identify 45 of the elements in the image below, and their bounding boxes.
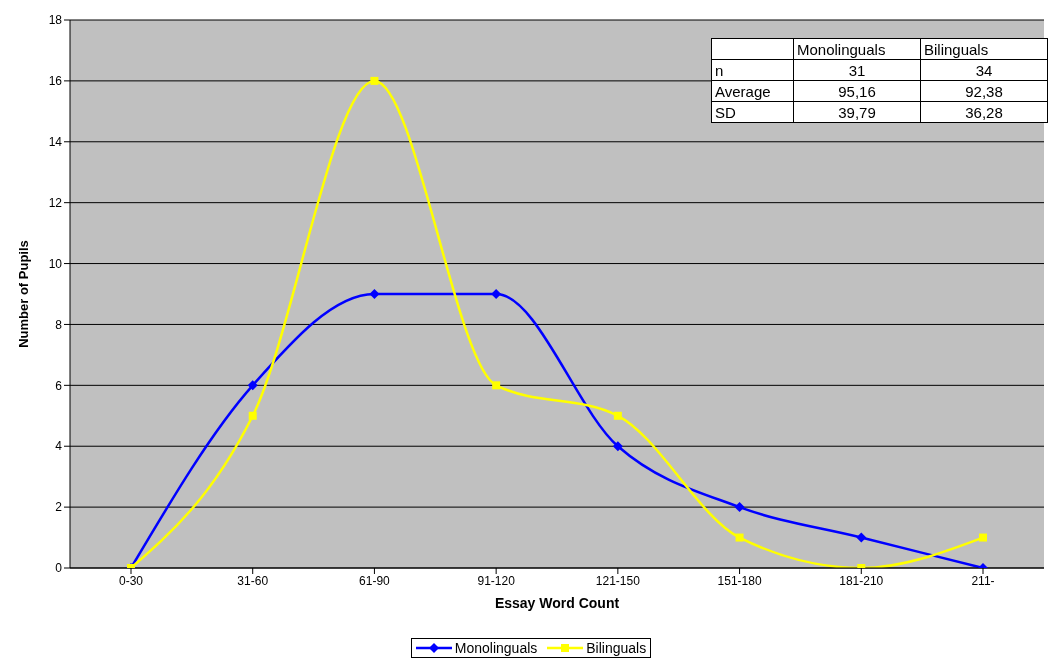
- point: [612, 441, 623, 452]
- annotation: Monolinguals: [793, 38, 921, 60]
- point: [491, 289, 502, 299]
- annotation: 92,38: [920, 80, 1048, 102]
- x-tick-label: 211-: [971, 573, 995, 588]
- y-tick-label: 6: [55, 378, 63, 393]
- x-tick-label: 121-150: [595, 573, 641, 588]
- x-tick-label: 181-210: [839, 573, 884, 588]
- legend-label: Bilinguals: [585, 640, 647, 656]
- annotation: Bilinguals: [920, 38, 1048, 60]
- annotation: 31: [793, 59, 921, 81]
- annotation: 95,16: [793, 80, 921, 102]
- y-tick-label: 12: [48, 195, 63, 210]
- point: [856, 532, 867, 543]
- annotation: 39,79: [793, 101, 921, 123]
- annotation: n: [711, 59, 794, 81]
- annotation: SD: [711, 101, 794, 123]
- y-tick-label: 4: [55, 439, 63, 454]
- x-tick-label: 0-30: [118, 573, 144, 588]
- point: [247, 380, 258, 391]
- x-tick-label: 151-180: [717, 573, 762, 588]
- y-tick-label: 18: [48, 13, 63, 28]
- x-tick-label: 61-90: [359, 573, 391, 588]
- point: [613, 411, 622, 420]
- point: [979, 533, 987, 542]
- y-tick-label: 14: [48, 135, 63, 150]
- x-tick-label: 91-120: [477, 573, 516, 588]
- y-tick-label: 8: [55, 317, 63, 332]
- x-tick-label: 31-60: [237, 573, 269, 588]
- annotation: 36,28: [920, 101, 1048, 123]
- y-tick-label: 16: [48, 74, 63, 89]
- point: [369, 289, 380, 299]
- point: [492, 381, 501, 390]
- y-tick-label: 0: [55, 561, 63, 576]
- annotation: 34: [920, 59, 1048, 81]
- y-tick-label: 10: [48, 256, 63, 271]
- annotation: Average: [711, 80, 794, 102]
- y-tick-label: 2: [55, 500, 63, 515]
- point: [735, 533, 744, 542]
- point: [370, 76, 379, 85]
- y-axis-title: Number of Pupils: [15, 240, 31, 348]
- point: [734, 502, 745, 513]
- point: [248, 411, 257, 420]
- x-axis-title: Essay Word Count: [494, 595, 620, 611]
- legend-label: Monolinguals: [453, 640, 538, 656]
